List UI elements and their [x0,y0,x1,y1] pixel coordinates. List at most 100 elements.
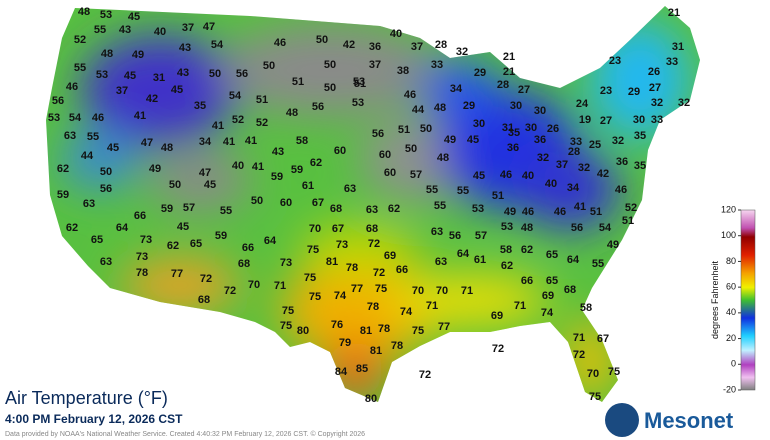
station-temperature: 64 [116,222,129,234]
station-temperature: 27 [518,84,530,96]
station-temperature: 41 [134,110,146,122]
station-temperature: 56 [449,230,461,242]
station-temperature: 54 [211,39,224,51]
station-temperature: 38 [397,65,409,77]
station-temperature: 48 [78,6,90,18]
station-temperature: 34 [450,83,463,95]
station-temperature: 32 [578,162,590,174]
station-temperature: 62 [57,163,69,175]
station-temperature: 75 [375,283,387,295]
station-temperature: 37 [369,59,381,71]
station-temperature: 69 [542,290,554,302]
station-temperature: 46 [404,89,416,101]
station-temperature: 49 [149,163,161,175]
station-temperature: 49 [444,134,456,146]
station-temperature: 74 [400,306,413,318]
station-temperature: 36 [534,134,546,146]
station-temperature: 55 [220,205,232,217]
station-temperature: 45 [177,221,189,233]
station-temperature: 51 [256,94,268,106]
colorbar-tick-label: 60 [726,282,736,292]
station-temperature: 36 [616,156,628,168]
station-temperature: 53 [100,9,112,21]
station-temperature: 70 [248,279,260,291]
station-temperature: 65 [190,238,202,250]
station-temperature: 45 [467,134,479,146]
station-temperature: 52 [625,202,637,214]
station-temperature: 40 [545,178,557,190]
station-temperature: 73 [136,251,148,263]
station-temperature: 44 [412,104,425,116]
station-temperature: 54 [69,112,82,124]
station-temperature: 29 [474,67,486,79]
station-temperature: 21 [668,7,680,19]
station-temperature: 45 [204,179,216,191]
station-temperature: 33 [431,59,443,71]
station-temperature: 68 [330,203,342,215]
station-temperature: 32 [612,135,624,147]
station-temperature: 71 [274,280,286,292]
station-temperature: 59 [291,164,303,176]
station-temperature: 41 [245,135,257,147]
station-temperature: 53 [352,97,364,109]
station-temperature: 75 [280,320,292,332]
station-temperature: 24 [576,98,589,110]
station-temperature: 46 [522,206,534,218]
station-temperature: 75 [282,305,294,317]
station-temperature: 77 [351,283,363,295]
station-temperature: 62 [310,157,322,169]
station-temperature: 48 [521,222,533,234]
station-temperature: 55 [94,24,106,36]
station-temperature: 45 [124,70,136,82]
station-temperature: 62 [66,222,78,234]
station-temperature: 31 [153,72,165,84]
station-temperature: 43 [179,42,191,54]
station-temperature: 80 [365,393,377,405]
station-temperature: 58 [580,302,592,314]
station-temperature: 57 [475,230,487,242]
station-temperature: 70 [309,223,321,235]
station-temperature: 30 [473,118,485,130]
station-temperature: 46 [92,112,104,124]
station-temperature: 68 [366,223,378,235]
station-temperature: 61 [302,180,314,192]
station-temperature: 40 [154,26,166,38]
station-temperature: 60 [379,149,391,161]
station-temperature: 68 [238,258,250,270]
station-temperature: 33 [570,136,582,148]
station-temperature: 46 [554,206,566,218]
station-temperature: 28 [497,79,509,91]
station-temperature: 58 [500,244,512,256]
station-temperature: 41 [252,161,264,173]
station-temperature: 45 [128,11,140,23]
station-temperature: 62 [521,244,533,256]
station-temperature: 51 [398,124,410,136]
station-temperature: 56 [236,68,248,80]
station-temperature: 49 [607,239,619,251]
station-temperature: 43 [119,24,131,36]
station-temperature: 53 [96,69,108,81]
station-temperature: 63 [435,256,447,268]
station-temperature: 58 [296,135,308,147]
station-temperature: 43 [272,146,284,158]
station-temperature: 72 [573,349,585,361]
station-temperature: 48 [161,142,173,154]
station-temperature: 72 [224,285,236,297]
station-temperature: 31 [672,41,684,53]
station-temperature: 78 [378,323,390,335]
station-temperature: 57 [410,169,422,181]
station-temperature: 43 [177,67,189,79]
station-temperature: 74 [334,290,347,302]
station-temperature: 36 [507,142,519,154]
station-temperature: 35 [194,100,206,112]
station-temperature: 46 [66,81,78,93]
station-temperature: 63 [64,130,76,142]
station-temperature: 55 [592,258,604,270]
station-temperature: 50 [405,143,417,155]
station-temperature: 70 [412,285,424,297]
station-temperature: 84 [335,366,348,378]
colorbar-tick-label: 80 [726,256,736,266]
station-temperature: 35 [508,127,520,139]
station-temperature: 63 [366,204,378,216]
station-temperature: 23 [600,85,612,97]
